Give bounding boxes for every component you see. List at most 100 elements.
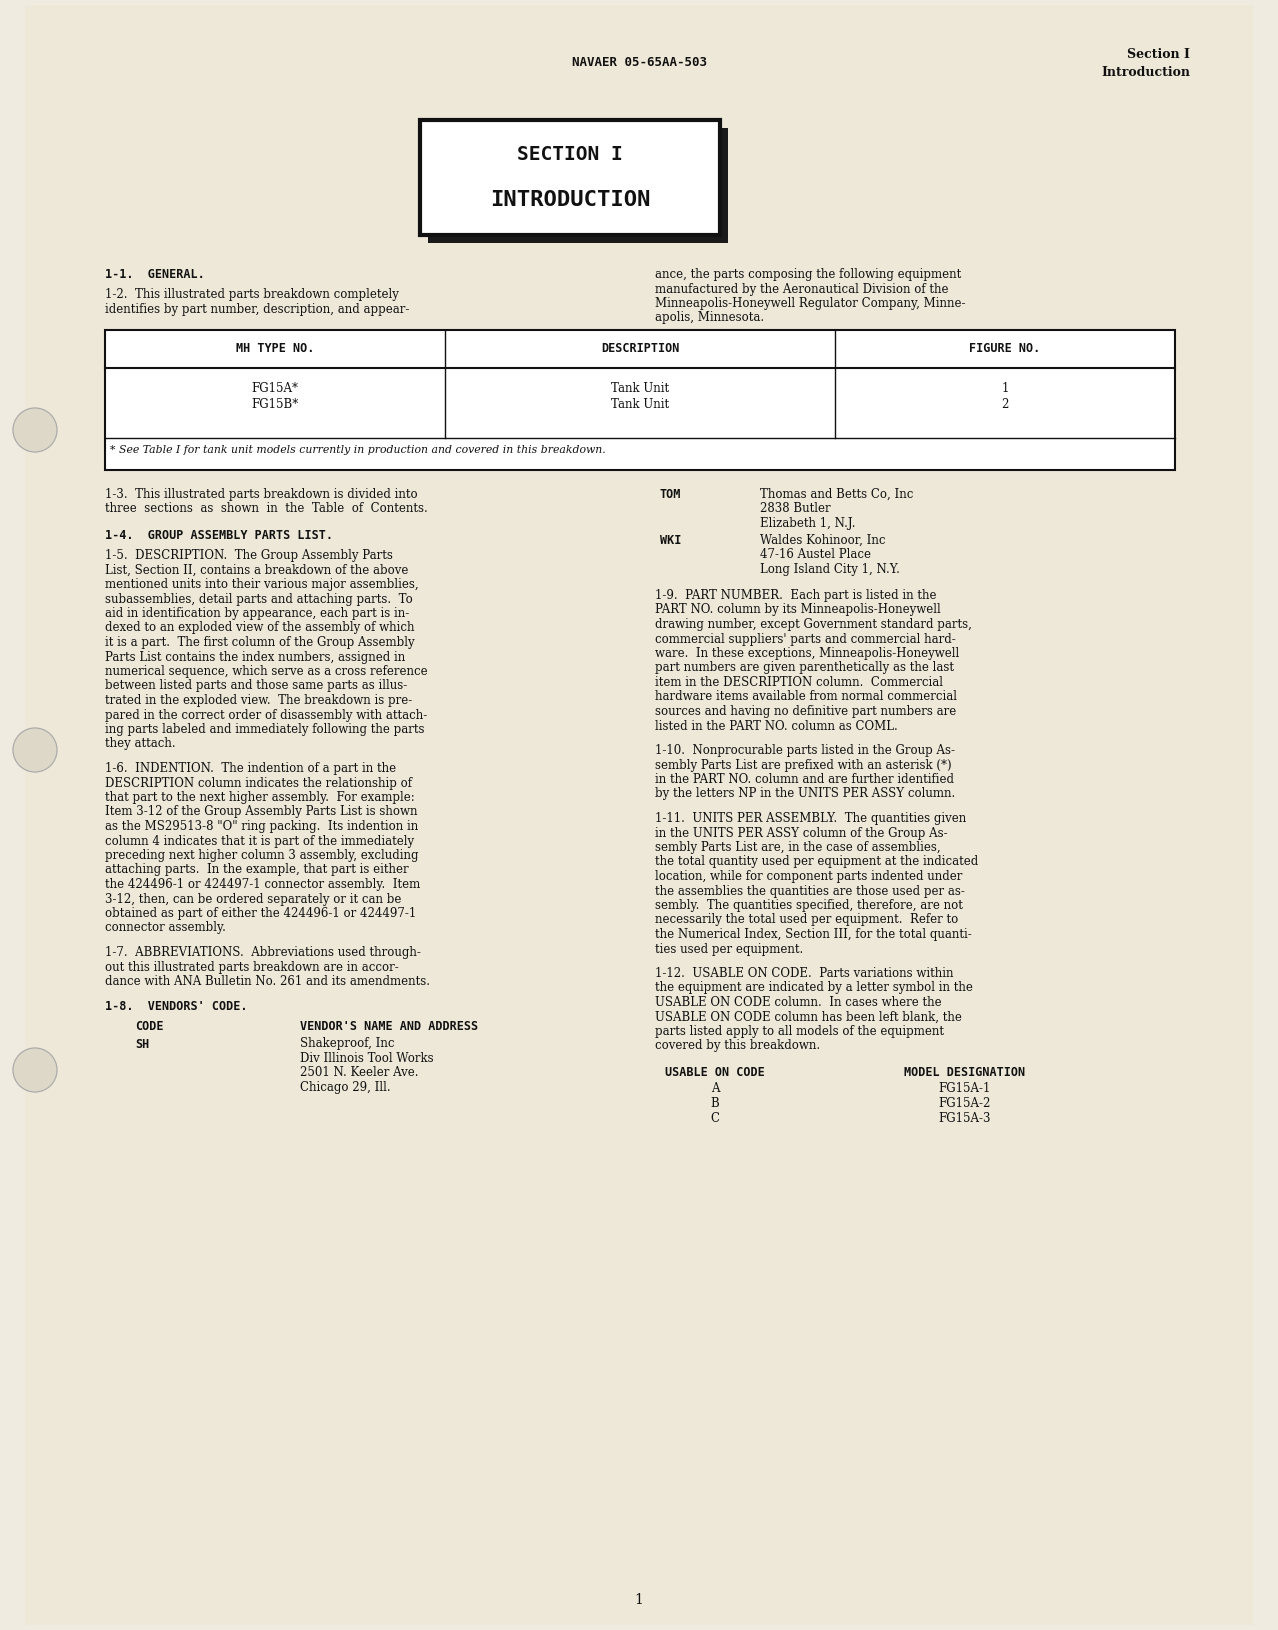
Text: List, Section II, contains a breakdown of the above: List, Section II, contains a breakdown o… <box>105 564 409 577</box>
Text: sembly Parts List are, in the case of assemblies,: sembly Parts List are, in the case of as… <box>656 841 941 854</box>
Text: hardware items available from normal commercial: hardware items available from normal com… <box>656 691 957 704</box>
Text: 47-16 Austel Place: 47-16 Austel Place <box>760 548 872 561</box>
Text: FG15A-1: FG15A-1 <box>939 1082 992 1095</box>
Text: ties used per equipment.: ties used per equipment. <box>656 942 804 955</box>
Text: ing parts labeled and immediately following the parts: ing parts labeled and immediately follow… <box>105 724 424 737</box>
Text: pared in the correct order of disassembly with attach-: pared in the correct order of disassembl… <box>105 709 427 722</box>
Text: mentioned units into their various major assemblies,: mentioned units into their various major… <box>105 579 419 592</box>
Circle shape <box>13 408 58 452</box>
Text: obtained as part of either the 424496-1 or 424497-1: obtained as part of either the 424496-1 … <box>105 906 417 919</box>
Text: USABLE ON CODE column has been left blank, the: USABLE ON CODE column has been left blan… <box>656 1011 962 1024</box>
Text: FG15B*: FG15B* <box>252 398 299 411</box>
Text: Chicago 29, Ill.: Chicago 29, Ill. <box>300 1081 391 1094</box>
Text: as the MS29513-8 "O" ring packing.  Its indention in: as the MS29513-8 "O" ring packing. Its i… <box>105 820 418 833</box>
Text: 3-12, then, can be ordered separately or it can be: 3-12, then, can be ordered separately or… <box>105 893 401 906</box>
Text: part numbers are given parenthetically as the last: part numbers are given parenthetically a… <box>656 662 953 675</box>
Text: in the UNITS PER ASSY column of the Group As-: in the UNITS PER ASSY column of the Grou… <box>656 826 947 839</box>
Text: trated in the exploded view.  The breakdown is pre-: trated in the exploded view. The breakdo… <box>105 694 413 707</box>
Text: in the PART NO. column and are further identified: in the PART NO. column and are further i… <box>656 773 953 786</box>
Text: listed in the PART NO. column as COML.: listed in the PART NO. column as COML. <box>656 719 897 732</box>
Text: VENDOR'S NAME AND ADDRESS: VENDOR'S NAME AND ADDRESS <box>300 1019 478 1032</box>
Text: apolis, Minnesota.: apolis, Minnesota. <box>656 311 764 324</box>
Text: 1-11.  UNITS PER ASSEMBLY.  The quantities given: 1-11. UNITS PER ASSEMBLY. The quantities… <box>656 812 966 825</box>
Text: 1-12.  USABLE ON CODE.  Parts variations within: 1-12. USABLE ON CODE. Parts variations w… <box>656 967 953 980</box>
Text: 1-4.  GROUP ASSEMBLY PARTS LIST.: 1-4. GROUP ASSEMBLY PARTS LIST. <box>105 530 334 543</box>
Text: the total quantity used per equipment at the indicated: the total quantity used per equipment at… <box>656 856 978 869</box>
Text: * See Table I for tank unit models currently in production and covered in this b: * See Table I for tank unit models curre… <box>110 445 606 455</box>
Text: numerical sequence, which serve as a cross reference: numerical sequence, which serve as a cro… <box>105 665 428 678</box>
Bar <box>420 121 720 235</box>
Text: MH TYPE NO.: MH TYPE NO. <box>236 342 314 355</box>
Text: Introduction: Introduction <box>1102 65 1190 78</box>
Text: manufactured by the Aeronautical Division of the: manufactured by the Aeronautical Divisio… <box>656 282 948 295</box>
Text: Long Island City 1, N.Y.: Long Island City 1, N.Y. <box>760 562 900 575</box>
Text: out this illustrated parts breakdown are in accor-: out this illustrated parts breakdown are… <box>105 960 399 973</box>
Text: the assemblies the quantities are those used per as-: the assemblies the quantities are those … <box>656 885 965 898</box>
Text: by the letters NP in the UNITS PER ASSY column.: by the letters NP in the UNITS PER ASSY … <box>656 787 955 800</box>
Text: they attach.: they attach. <box>105 737 175 750</box>
Text: connector assembly.: connector assembly. <box>105 921 226 934</box>
Text: drawing number, except Government standard parts,: drawing number, except Government standa… <box>656 618 971 631</box>
Text: dance with ANA Bulletin No. 261 and its amendments.: dance with ANA Bulletin No. 261 and its … <box>105 975 429 988</box>
Text: 1-1.  GENERAL.: 1-1. GENERAL. <box>105 267 204 280</box>
Text: FG15A*: FG15A* <box>252 381 299 394</box>
Text: Parts List contains the index numbers, assigned in: Parts List contains the index numbers, a… <box>105 650 405 663</box>
Text: A: A <box>711 1082 720 1095</box>
Text: Section I: Section I <box>1127 49 1190 62</box>
Text: sembly.  The quantities specified, therefore, are not: sembly. The quantities specified, theref… <box>656 900 962 913</box>
Text: sembly Parts List are prefixed with an asterisk (*): sembly Parts List are prefixed with an a… <box>656 758 952 771</box>
Text: it is a part.  The first column of the Group Assembly: it is a part. The first column of the Gr… <box>105 636 414 649</box>
Text: column 4 indicates that it is part of the immediately: column 4 indicates that it is part of th… <box>105 835 414 848</box>
Text: attaching parts.  In the example, that part is either: attaching parts. In the example, that pa… <box>105 864 409 877</box>
Text: covered by this breakdown.: covered by this breakdown. <box>656 1040 820 1053</box>
Text: Thomas and Betts Co, Inc: Thomas and Betts Co, Inc <box>760 487 914 500</box>
Text: between listed parts and those same parts as illus-: between listed parts and those same part… <box>105 680 408 693</box>
Text: commercial suppliers' parts and commercial hard-: commercial suppliers' parts and commerci… <box>656 632 956 645</box>
Text: Div Illinois Tool Works: Div Illinois Tool Works <box>300 1051 433 1064</box>
Text: Tank Unit: Tank Unit <box>611 398 670 411</box>
Text: location, while for component parts indented under: location, while for component parts inde… <box>656 870 962 883</box>
Bar <box>428 129 728 243</box>
Text: parts listed apply to all models of the equipment: parts listed apply to all models of the … <box>656 1025 944 1038</box>
Circle shape <box>13 1048 58 1092</box>
Text: SECTION I: SECTION I <box>518 145 622 165</box>
Text: 1-7.  ABBREVIATIONS.  Abbreviations used through-: 1-7. ABBREVIATIONS. Abbreviations used t… <box>105 945 420 958</box>
Text: 1-3.  This illustrated parts breakdown is divided into: 1-3. This illustrated parts breakdown is… <box>105 487 418 500</box>
Text: sources and having no definitive part numbers are: sources and having no definitive part nu… <box>656 706 956 717</box>
Text: B: B <box>711 1097 720 1110</box>
Text: item in the DESCRIPTION column.  Commercial: item in the DESCRIPTION column. Commerci… <box>656 676 943 689</box>
Text: FG15A-2: FG15A-2 <box>939 1097 992 1110</box>
Text: 1: 1 <box>635 1593 643 1607</box>
Text: Item 3-12 of the Group Assembly Parts List is shown: Item 3-12 of the Group Assembly Parts Li… <box>105 805 418 818</box>
Text: Minneapolis-Honeywell Regulator Company, Minne-: Minneapolis-Honeywell Regulator Company,… <box>656 297 965 310</box>
Text: C: C <box>711 1112 720 1125</box>
Text: necessarily the total used per equipment.  Refer to: necessarily the total used per equipment… <box>656 913 958 926</box>
Text: ware.  In these exceptions, Minneapolis-Honeywell: ware. In these exceptions, Minneapolis-H… <box>656 647 960 660</box>
Text: the 424496-1 or 424497-1 connector assembly.  Item: the 424496-1 or 424497-1 connector assem… <box>105 879 420 892</box>
Text: TOM: TOM <box>659 487 681 500</box>
Text: identifies by part number, description, and appear-: identifies by part number, description, … <box>105 303 409 316</box>
Text: 2838 Butler: 2838 Butler <box>760 502 831 515</box>
Text: Tank Unit: Tank Unit <box>611 381 670 394</box>
Circle shape <box>13 729 58 773</box>
Text: DESCRIPTION column indicates the relationship of: DESCRIPTION column indicates the relatio… <box>105 776 412 789</box>
Bar <box>105 329 1174 469</box>
Text: aid in identification by appearance, each part is in-: aid in identification by appearance, eac… <box>105 606 409 619</box>
Text: INTRODUCTION: INTRODUCTION <box>489 191 651 210</box>
Text: 1-6.  INDENTION.  The indention of a part in the: 1-6. INDENTION. The indention of a part … <box>105 761 396 774</box>
Text: 1-8.  VENDORS' CODE.: 1-8. VENDORS' CODE. <box>105 999 248 1012</box>
Text: dexed to an exploded view of the assembly of which: dexed to an exploded view of the assembl… <box>105 621 414 634</box>
Text: 2501 N. Keeler Ave.: 2501 N. Keeler Ave. <box>300 1066 418 1079</box>
Text: SH: SH <box>135 1038 150 1050</box>
Text: PART NO. column by its Minneapolis-Honeywell: PART NO. column by its Minneapolis-Honey… <box>656 603 941 616</box>
Text: USABLE ON CODE: USABLE ON CODE <box>665 1066 764 1079</box>
Text: Shakeproof, Inc: Shakeproof, Inc <box>300 1038 395 1050</box>
Text: USABLE ON CODE column.  In cases where the: USABLE ON CODE column. In cases where th… <box>656 996 942 1009</box>
Text: 1-5.  DESCRIPTION.  The Group Assembly Parts: 1-5. DESCRIPTION. The Group Assembly Par… <box>105 549 392 562</box>
Text: 1-9.  PART NUMBER.  Each part is listed in the: 1-9. PART NUMBER. Each part is listed in… <box>656 588 937 601</box>
Text: ance, the parts composing the following equipment: ance, the parts composing the following … <box>656 267 961 280</box>
Text: the Numerical Index, Section III, for the total quanti-: the Numerical Index, Section III, for th… <box>656 927 971 941</box>
Text: preceding next higher column 3 assembly, excluding: preceding next higher column 3 assembly,… <box>105 849 418 862</box>
Text: DESCRIPTION: DESCRIPTION <box>601 342 679 355</box>
Text: CODE: CODE <box>135 1019 164 1032</box>
